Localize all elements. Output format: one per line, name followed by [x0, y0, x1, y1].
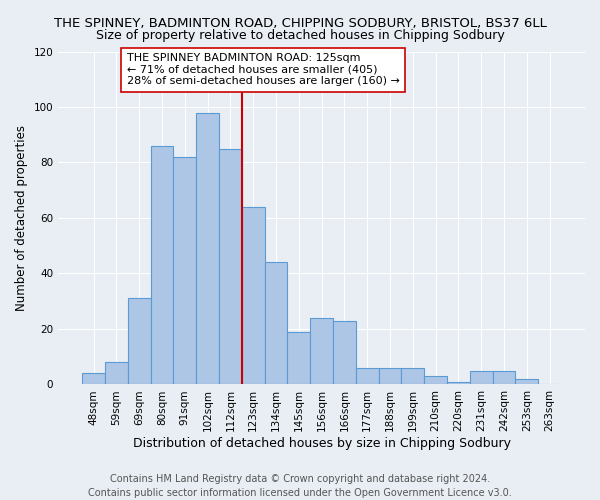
Bar — [470, 370, 493, 384]
Bar — [401, 368, 424, 384]
Bar — [515, 379, 538, 384]
X-axis label: Distribution of detached houses by size in Chipping Sodbury: Distribution of detached houses by size … — [133, 437, 511, 450]
Bar — [242, 207, 265, 384]
Bar — [151, 146, 173, 384]
Bar — [379, 368, 401, 384]
Text: THE SPINNEY, BADMINTON ROAD, CHIPPING SODBURY, BRISTOL, BS37 6LL: THE SPINNEY, BADMINTON ROAD, CHIPPING SO… — [53, 18, 547, 30]
Bar — [219, 148, 242, 384]
Bar — [173, 157, 196, 384]
Bar — [287, 332, 310, 384]
Text: Contains HM Land Registry data © Crown copyright and database right 2024.
Contai: Contains HM Land Registry data © Crown c… — [88, 474, 512, 498]
Y-axis label: Number of detached properties: Number of detached properties — [15, 125, 28, 311]
Bar — [356, 368, 379, 384]
Bar — [333, 320, 356, 384]
Bar — [105, 362, 128, 384]
Text: THE SPINNEY BADMINTON ROAD: 125sqm
← 71% of detached houses are smaller (405)
28: THE SPINNEY BADMINTON ROAD: 125sqm ← 71%… — [127, 53, 400, 86]
Text: Size of property relative to detached houses in Chipping Sodbury: Size of property relative to detached ho… — [95, 29, 505, 42]
Bar — [310, 318, 333, 384]
Bar — [265, 262, 287, 384]
Bar — [82, 374, 105, 384]
Bar — [424, 376, 447, 384]
Bar — [128, 298, 151, 384]
Bar — [196, 112, 219, 384]
Bar — [493, 370, 515, 384]
Bar — [447, 382, 470, 384]
